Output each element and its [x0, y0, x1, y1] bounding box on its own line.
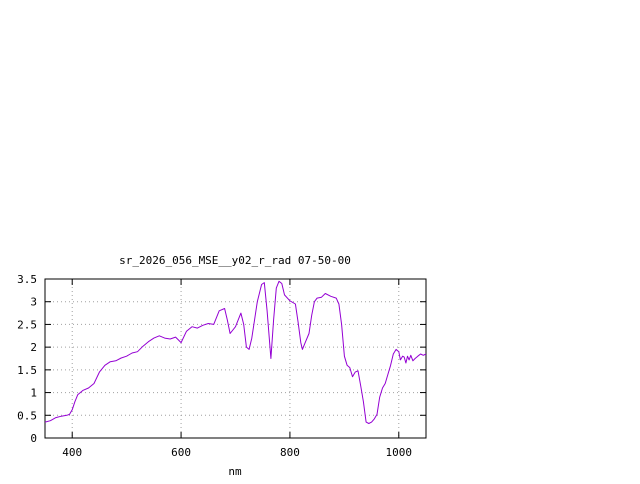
y-tick-label: 1.5	[17, 364, 37, 377]
x-tick-label: 400	[62, 446, 82, 459]
series-line	[44, 280, 427, 424]
y-tick-label: 3.5	[17, 273, 37, 286]
y-tick-label: 3	[30, 296, 37, 309]
grid-lines	[45, 279, 426, 438]
y-tick-label: 2	[30, 341, 37, 354]
series-group	[44, 280, 427, 424]
plot-area-border	[44, 278, 427, 439]
y-tick-label: 2.5	[17, 318, 37, 331]
y-tick-label: 0	[30, 432, 37, 445]
x-tick-label: 1000	[386, 446, 413, 459]
axis-ticks: 0 0.5 1 1.5 2 2.5 3 3.5 400 600 800 1000	[17, 273, 426, 459]
chart-title: sr_2026_056_MSE__y02_r_rad 07-50-00	[119, 254, 351, 267]
x-tick-label: 600	[171, 446, 191, 459]
y-tick-label: 1	[30, 387, 37, 400]
x-axis-label: nm	[228, 465, 242, 478]
x-tick-label: 800	[280, 446, 300, 459]
y-tick-label: 0.5	[17, 409, 37, 422]
